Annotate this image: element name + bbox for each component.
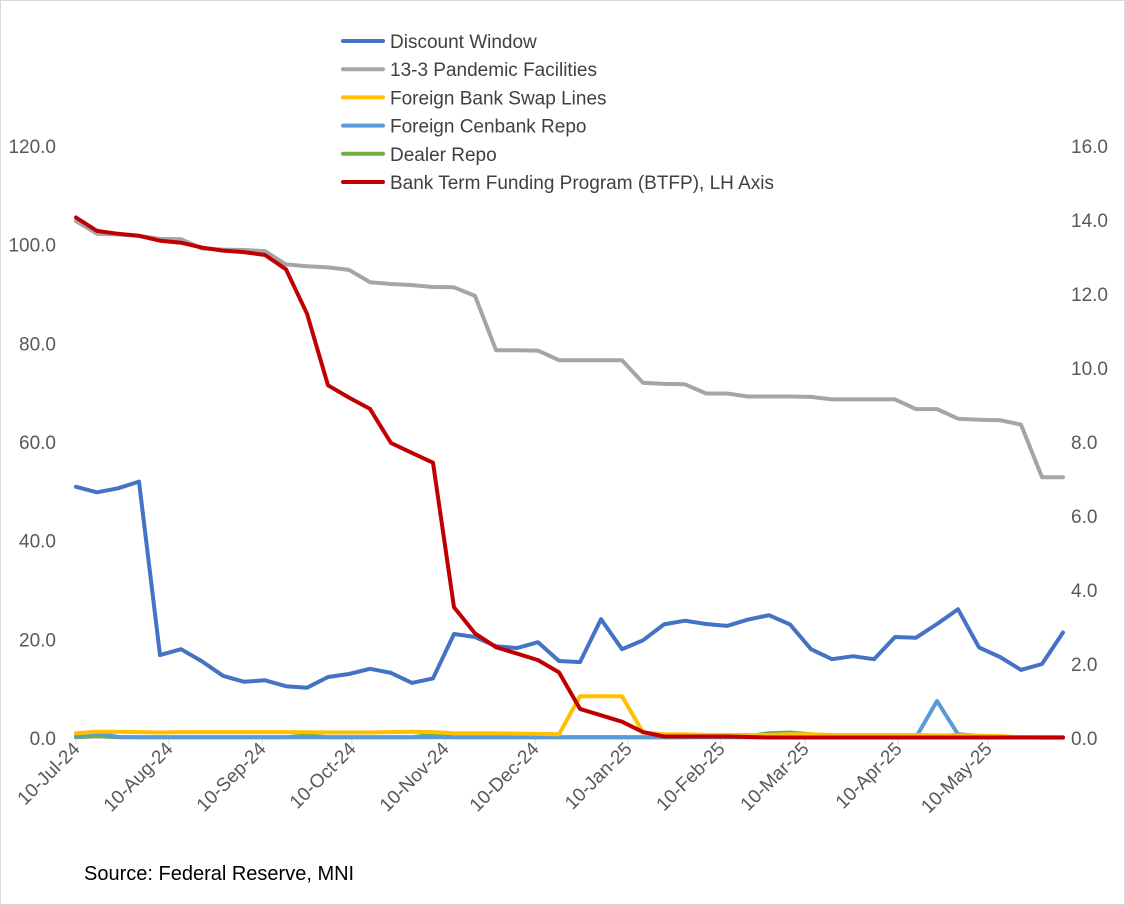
x-tick-label: 10-Mar-25 xyxy=(737,739,814,816)
y-right-tick-label: 10.0 xyxy=(1071,359,1108,380)
y-left-tick-label: 80.0 xyxy=(19,334,56,355)
series-line-2 xyxy=(74,694,1065,740)
y-left-tick-label: 60.0 xyxy=(19,433,56,454)
y-left-tick-label: 20.0 xyxy=(19,630,56,651)
y-right-tick-label: 12.0 xyxy=(1071,285,1108,306)
y-left-tick-label: 40.0 xyxy=(19,532,56,553)
legend-label: Foreign Cenbank Repo xyxy=(390,117,586,138)
x-tick-label: 10-Apr-25 xyxy=(832,739,907,814)
x-tick-label: 10-Aug-24 xyxy=(100,738,178,816)
y-left-tick-label: 120.0 xyxy=(8,137,56,158)
legend-label: Foreign Bank Swap Lines xyxy=(390,88,607,109)
y-right-tick-label: 16.0 xyxy=(1071,137,1108,158)
y-left-tick-label: 100.0 xyxy=(8,236,56,257)
y-right-tick-label: 2.0 xyxy=(1071,655,1097,676)
chart-legend: Discount Window 13-3 Pandemic Facilities F… xyxy=(341,32,774,194)
y-right-tick-label: 0.0 xyxy=(1071,729,1097,750)
y-right-tick-label: 14.0 xyxy=(1071,211,1108,232)
legend-label: Bank Term Funding Program (BTFP), LH Axi… xyxy=(390,173,774,194)
series-line-5 xyxy=(74,215,1065,740)
x-tick-label: 10-Oct-24 xyxy=(286,738,361,813)
y-right-tick-label: 4.0 xyxy=(1071,581,1097,602)
series-line-0 xyxy=(74,479,1065,690)
y-right-tick-label: 8.0 xyxy=(1071,433,1097,454)
x-tick-label: 10-Sep-24 xyxy=(193,738,271,816)
source-note: Source: Federal Reserve, MNI xyxy=(84,863,355,885)
x-tick-label: 10-Nov-24 xyxy=(376,738,454,816)
legend-label: Dealer Repo xyxy=(390,145,497,166)
y-left-tick-label: 0.0 xyxy=(30,729,56,750)
x-tick-label: 10-Dec-24 xyxy=(466,738,544,816)
x-tick-label: 10-Jan-25 xyxy=(561,739,636,814)
legend-label: Discount Window xyxy=(390,32,537,53)
chart-series xyxy=(74,215,1065,740)
series-line-1 xyxy=(74,219,1065,480)
legend-label: 13-3 Pandemic Facilities xyxy=(390,60,597,81)
x-tick-label: 10-Feb-25 xyxy=(653,739,730,816)
y-right-tick-label: 6.0 xyxy=(1071,507,1097,528)
x-tick-label: 10-May-25 xyxy=(917,739,996,818)
